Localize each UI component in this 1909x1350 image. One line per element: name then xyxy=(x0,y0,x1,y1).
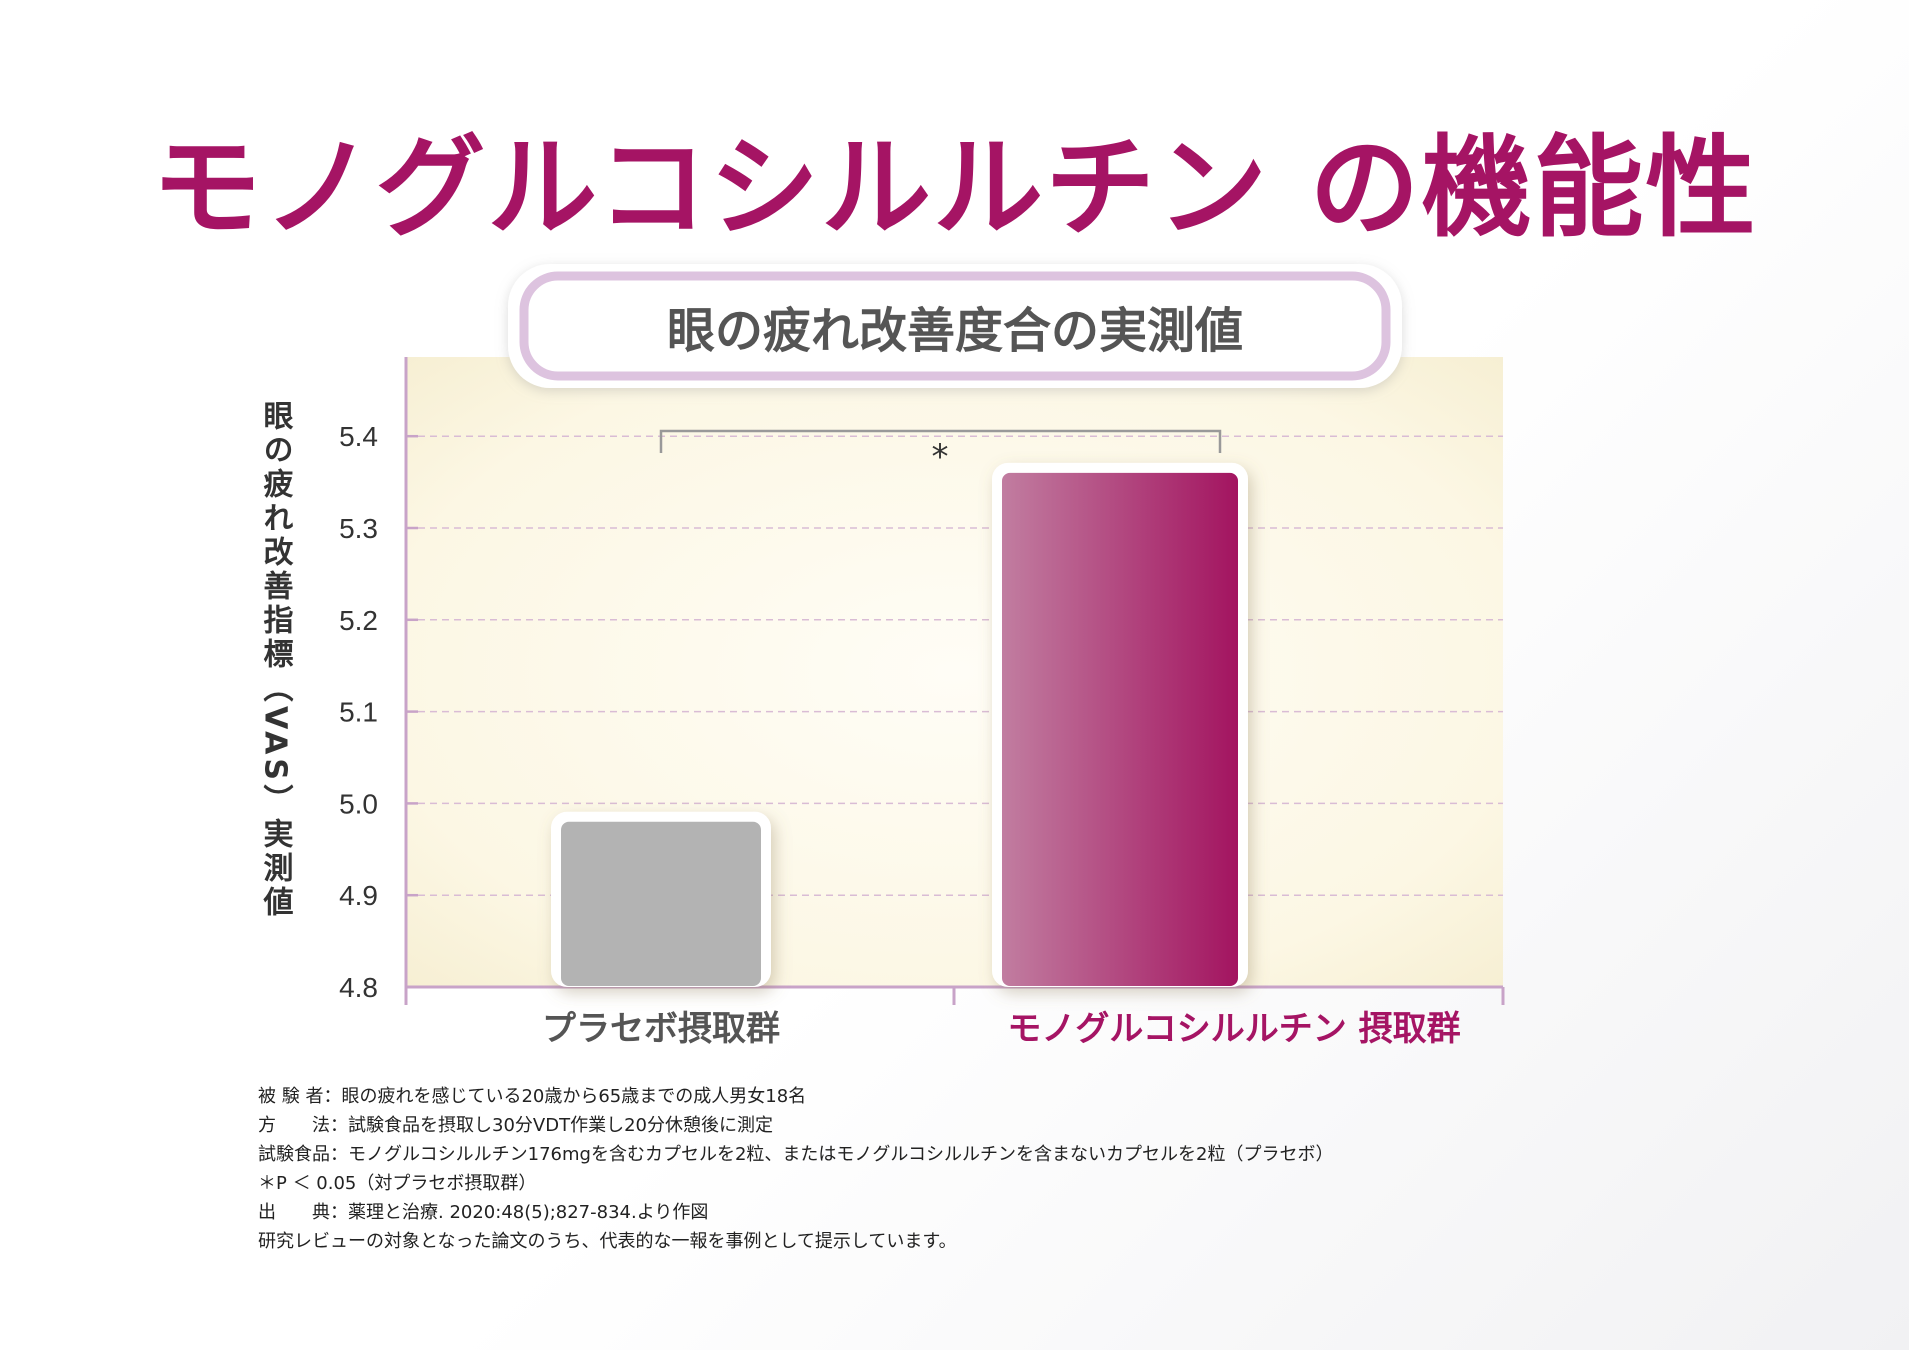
y-tick-label: 5.0 xyxy=(339,788,378,819)
significance-line xyxy=(659,429,1222,453)
y-tick-labels: 4.8 4.9 5.0 5.1 5.2 5.3 5.4 xyxy=(339,421,378,1003)
y-tick-label: 4.8 xyxy=(339,972,378,1003)
y-tick-label: 5.1 xyxy=(339,697,378,728)
bar-1 xyxy=(1002,472,1238,986)
footnote-source: 出 典：薬理と治療. 2020:48(5);827-834.より作図 xyxy=(258,1202,709,1223)
grid-lines xyxy=(406,434,1503,989)
x-tick-label: モノグルコシルルチン 摂取群 xyxy=(1007,1009,1460,1049)
footnotes: 被 験 者：眼の疲れを感じている20歳から65歳までの成人男女18名 方 法：試… xyxy=(258,1082,1334,1256)
y-tick-label: 5.4 xyxy=(339,421,378,452)
footnote-method: 方 法：試験食品を摂取し30分VDT作業し20分休憩後に測定 xyxy=(258,1115,773,1136)
footnote-subjects: 被 験 者：眼の疲れを感じている20歳から65歳までの成人男女18名 xyxy=(258,1086,807,1107)
bar-0 xyxy=(561,821,761,986)
y-tick-label: 4.9 xyxy=(339,880,378,911)
footnote-note: 研究レビューの対象となった論文のうち、代表的な一報を事例として提示しています。 xyxy=(258,1231,957,1252)
footnote-test-food: 試験食品：モノグルコシルルチン176mgを含むカプセルを2粒、またはモノグルコシ… xyxy=(258,1144,1334,1165)
significance-mark: * xyxy=(932,437,949,477)
significance-bracket: * xyxy=(659,429,1222,477)
page-title: モノグルコシルルチン の機能性 xyxy=(151,124,1758,252)
chart-title: 眼の疲れ改善度合の実測値 xyxy=(667,303,1243,359)
x-tick-labels: プラセボ摂取群 モノグルコシルルチン 摂取群 xyxy=(542,1009,1461,1049)
y-tick-label: 5.2 xyxy=(339,605,378,636)
x-tick-label: プラセボ摂取群 xyxy=(542,1009,780,1049)
chart-title-box: 眼の疲れ改善度合の実測値 xyxy=(508,264,1402,388)
y-tick-label: 5.3 xyxy=(339,513,378,544)
bars xyxy=(551,462,1248,987)
y-axis-label: 眼の疲れ改善指標（VAS）実測値 xyxy=(258,400,295,920)
footnote-significance: ＊P ＜ 0.05（対プラセボ摂取群） xyxy=(258,1173,537,1194)
